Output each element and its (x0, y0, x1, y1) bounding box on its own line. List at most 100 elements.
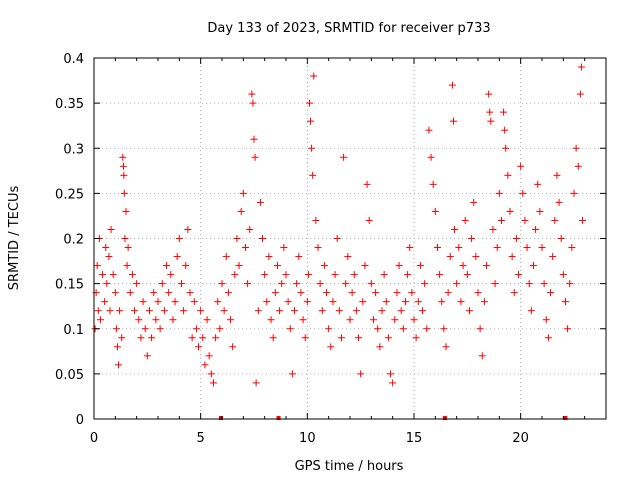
data-point (163, 262, 171, 270)
data-point (387, 370, 395, 378)
data-point (195, 343, 203, 351)
data-point (510, 289, 518, 297)
data-point (389, 379, 397, 387)
data-point (433, 244, 441, 252)
data-point (309, 171, 317, 179)
data-point (314, 244, 322, 252)
data-point (265, 253, 273, 261)
data-point (165, 289, 173, 297)
data-point (410, 316, 418, 324)
data-point (436, 271, 444, 279)
data-point (250, 135, 258, 143)
data-point (442, 343, 450, 351)
data-point (446, 253, 454, 261)
data-point (547, 289, 555, 297)
data-point (504, 171, 512, 179)
data-point (288, 370, 296, 378)
data-point (378, 307, 386, 315)
data-point (491, 280, 499, 288)
x-tick-label: 5 (197, 431, 205, 446)
data-point (252, 379, 260, 387)
data-point (438, 298, 446, 306)
data-point (538, 244, 546, 252)
data-point (429, 180, 437, 188)
data-point (502, 144, 510, 152)
y-tick-label: 0.1 (63, 323, 84, 338)
data-point (423, 325, 431, 333)
data-point (263, 298, 271, 306)
data-point (427, 153, 435, 161)
y-tick-label: 0.15 (55, 278, 84, 293)
data-point (431, 207, 439, 215)
data-point (295, 253, 303, 261)
data-point (408, 289, 416, 297)
data-point (355, 334, 363, 342)
data-point (449, 117, 457, 125)
y-axis-label: SRMTID / TECUs (7, 186, 22, 291)
data-point (197, 307, 205, 315)
y-tick-label: 0.4 (63, 52, 84, 67)
data-point (173, 253, 181, 261)
data-point (139, 298, 147, 306)
data-point (111, 289, 119, 297)
data-point (412, 334, 420, 342)
data-point (121, 235, 129, 242)
data-point (557, 235, 565, 242)
data-point (249, 99, 257, 107)
data-point (576, 90, 584, 98)
data-point (308, 144, 316, 152)
x-tick-label: 0 (90, 431, 98, 446)
data-point (486, 108, 494, 116)
data-point (133, 280, 141, 288)
data-point (318, 307, 326, 315)
data-point (112, 325, 120, 333)
data-point (120, 189, 128, 197)
data-point (421, 280, 429, 288)
data-point (278, 280, 286, 288)
data-point (96, 316, 104, 324)
data-point (301, 334, 309, 342)
data-point (122, 207, 130, 215)
data-point (521, 216, 529, 224)
data-point (169, 316, 177, 324)
data-point (190, 298, 198, 306)
data-point (167, 271, 175, 279)
data-point (540, 280, 548, 288)
data-point (333, 235, 341, 242)
data-point (501, 126, 509, 134)
data-point (229, 343, 237, 351)
data-point (497, 216, 505, 224)
data-point (551, 216, 559, 224)
data-point (256, 198, 264, 206)
data-point (119, 162, 127, 170)
data-point (231, 271, 239, 279)
data-point (135, 316, 143, 324)
data-point (372, 289, 380, 297)
data-point (455, 244, 463, 252)
data-point (457, 298, 465, 306)
data-point (357, 370, 365, 378)
data-point (106, 307, 114, 315)
data-point (500, 108, 508, 116)
data-point (329, 298, 337, 306)
data-point (465, 307, 473, 315)
data-point (280, 244, 288, 252)
data-point (205, 352, 213, 360)
data-point (404, 271, 412, 279)
data-point (120, 171, 128, 179)
data-point (508, 253, 516, 261)
x-tick-label: 10 (299, 431, 316, 446)
data-point (273, 262, 281, 270)
data-point (374, 325, 382, 333)
x-tick-label: 15 (406, 431, 423, 446)
data-point (566, 280, 574, 288)
data-point (269, 334, 277, 342)
zero-value-point (442, 416, 447, 420)
y-tick-label: 0.3 (63, 142, 84, 157)
data-point (103, 280, 111, 288)
data-point (251, 153, 259, 161)
data-point (564, 325, 572, 333)
data-point (440, 325, 448, 333)
data-point (515, 271, 523, 279)
data-point (542, 316, 550, 324)
